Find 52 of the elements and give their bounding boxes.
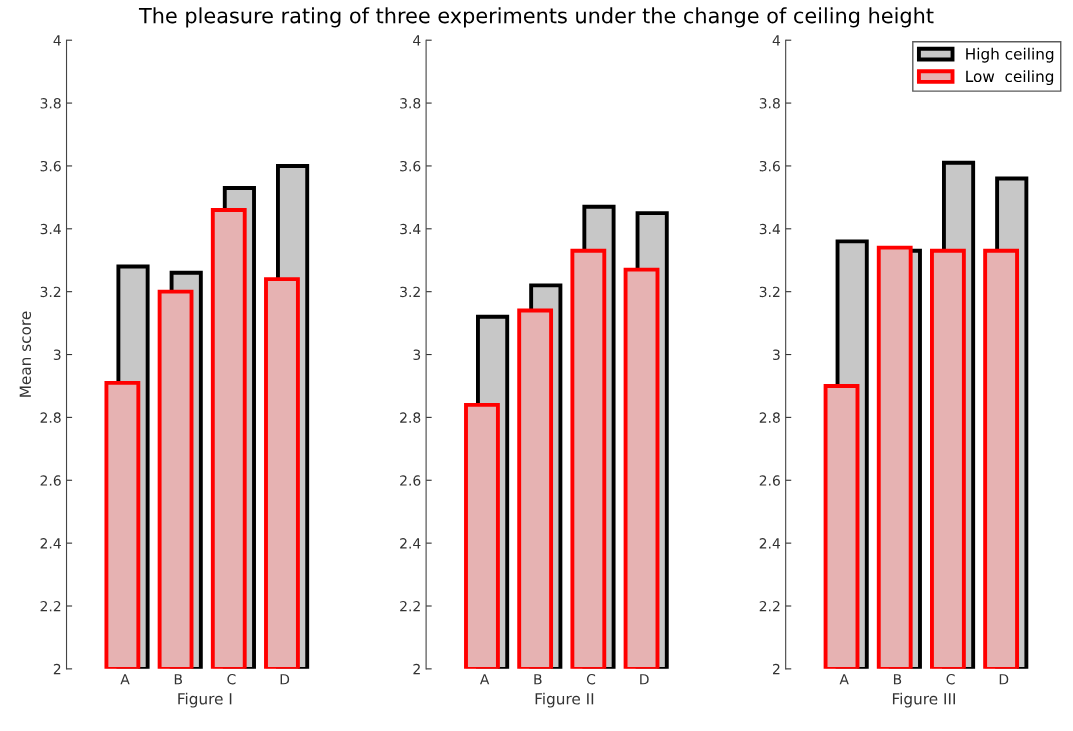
- y-tick-label: 2.4: [400, 538, 421, 549]
- x-tick-label: B: [174, 674, 183, 685]
- y-tick-label: 3.2: [400, 286, 420, 298]
- legend-label: High ceiling: [966, 47, 1054, 63]
- y-tick-label: 3.2: [759, 286, 780, 298]
- x-tick-label: C: [227, 673, 236, 685]
- y-tick-label: 3.2: [40, 286, 61, 298]
- y-tick-label: 4: [413, 35, 421, 46]
- y-tick-label: 3.8: [400, 98, 421, 109]
- y-tick-label: 2.4: [759, 538, 781, 549]
- y-tick-label: 2: [772, 663, 780, 675]
- y-tick-label: 2: [413, 663, 420, 675]
- y-tick-label: 3: [773, 349, 780, 361]
- y-tick-label: 2.6: [400, 475, 421, 486]
- x-axis-title: Figure II: [535, 692, 594, 708]
- y-tick-label: 3: [53, 349, 61, 361]
- y-tick-label: 2.4: [40, 538, 61, 549]
- y-tick-label: 2.6: [759, 475, 780, 486]
- y-tick-label: 3: [413, 349, 421, 361]
- y-tick-label: 3.6: [759, 160, 780, 172]
- y-axis-title: Mean score: [19, 311, 32, 397]
- x-tick-label: C: [946, 673, 955, 685]
- x-tick-label: B: [893, 674, 902, 685]
- y-tick-label: 3.8: [40, 98, 61, 109]
- y-tick-label: 3.4: [759, 223, 781, 235]
- y-tick-label: 3.6: [40, 160, 61, 172]
- y-tick-label: 2.6: [40, 475, 61, 486]
- text: The pleasure rating of three experiments under the change of ceiling height: [138, 7, 934, 28]
- y-tick-label: 2.2: [400, 600, 420, 612]
- x-tick-label: B: [534, 674, 542, 685]
- y-tick-label: 2.2: [759, 600, 780, 612]
- x-tick-label: D: [280, 674, 290, 685]
- y-tick-label: 4: [53, 35, 61, 46]
- x-tick-label: C: [586, 673, 596, 685]
- y-tick-label: 2.8: [400, 412, 421, 423]
- x-tick-label: A: [120, 674, 130, 685]
- x-axis-title: Figure III: [892, 692, 955, 708]
- x-tick-label: A: [839, 674, 849, 685]
- y-tick-label: 2.8: [40, 412, 61, 423]
- x-tick-label: A: [479, 674, 490, 685]
- y-tick-label: 2.8: [759, 412, 780, 423]
- y-tick-label: 3.4: [40, 223, 61, 235]
- y-tick-label: 3.6: [400, 160, 421, 172]
- x-tick-label: D: [640, 674, 649, 685]
- y-tick-label: 2.2: [40, 600, 61, 612]
- y-tick-label: 3.8: [759, 98, 780, 109]
- x-tick-label: D: [999, 674, 1009, 685]
- y-tick-label: 3.4: [400, 223, 421, 235]
- y-tick-label: 2: [53, 663, 61, 675]
- x-axis-title: Figure I: [178, 692, 232, 708]
- y-tick-label: 4: [772, 35, 781, 46]
- legend-label: Low ceiling: [966, 70, 1054, 86]
